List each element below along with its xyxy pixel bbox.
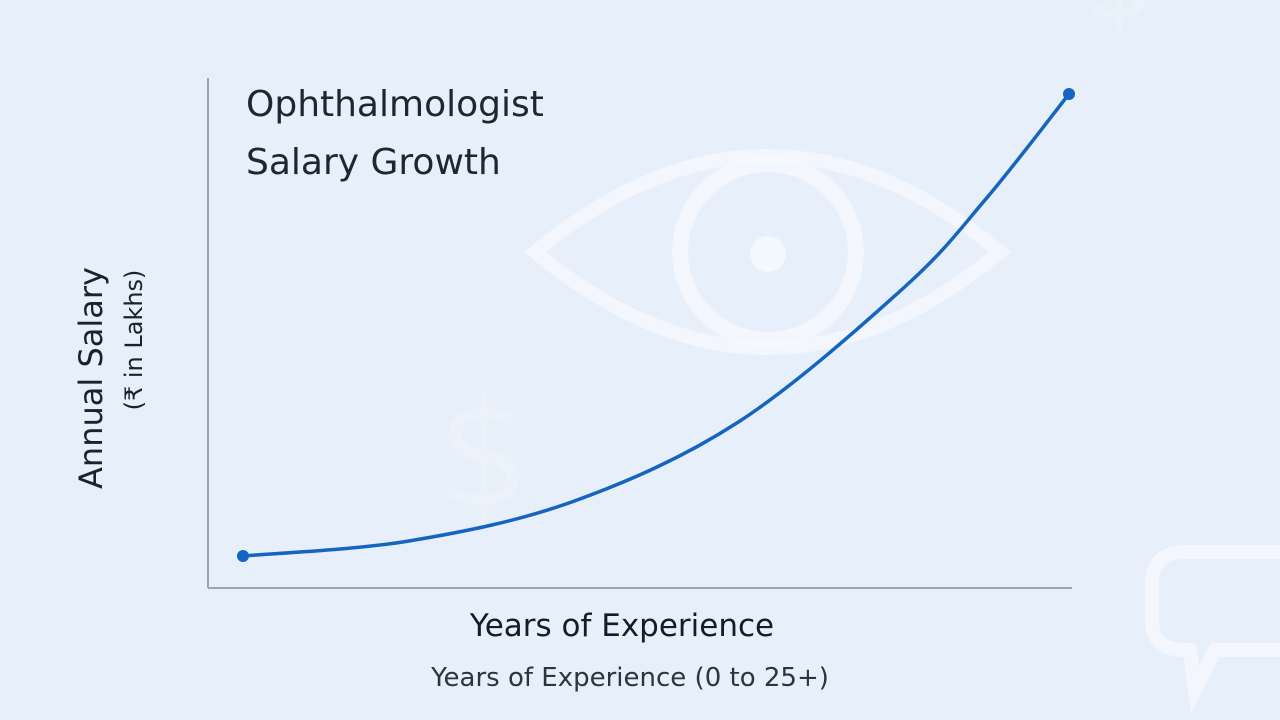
chart-title-line-1: Ophthalmologist [246,84,544,125]
series-line [241,92,1071,558]
chart-title: Ophthalmologist Salary Growth [246,84,555,183]
dollar-icon: $ [436,367,531,541]
chart-title-line-2: Salary Growth [246,142,501,183]
x-axis-sublabel: Years of Experience (0 to 25+) [430,663,829,693]
end-point [1063,88,1075,100]
dollar-icon: $ [1085,0,1155,44]
y-axis-label: Annual Salary [72,267,110,489]
eye-icon [523,149,1011,355]
y-axis-sublabel: (₹ in Lakhs) [120,270,148,411]
x-axis-label: Years of Experience [469,608,774,644]
chat-bubble-icon [1145,545,1280,714]
start-point [237,550,249,562]
